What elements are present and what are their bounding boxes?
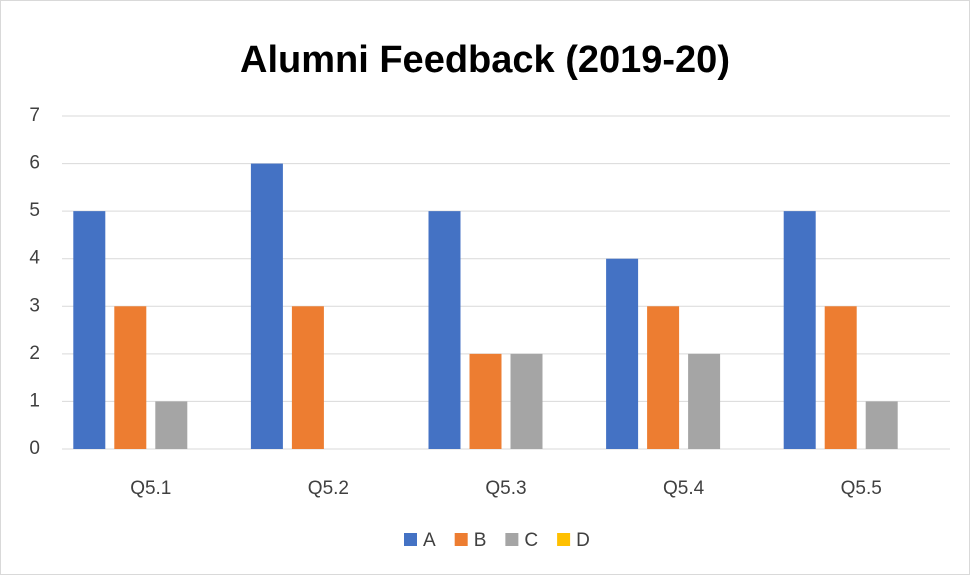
bar (428, 211, 461, 449)
x-tick-label: Q5.5 (841, 478, 882, 499)
y-tick-label: 3 (29, 295, 40, 316)
legend-swatch (505, 533, 519, 546)
legend-swatch (404, 533, 417, 546)
bar (824, 306, 857, 449)
bar (250, 163, 283, 450)
y-tick-label: 6 (29, 153, 40, 174)
legend-swatch (557, 533, 571, 546)
y-tick-label: 7 (29, 105, 40, 126)
y-tick-label: 0 (29, 438, 40, 459)
x-tick-label: Q5.1 (130, 478, 171, 499)
bar (114, 306, 147, 449)
bar (606, 258, 639, 449)
bar (688, 353, 721, 449)
x-tick-label: Q5.2 (308, 478, 349, 499)
x-tick-label: Q5.4 (663, 478, 705, 499)
legend-label: C (524, 530, 538, 551)
legend-swatch (454, 533, 468, 546)
legend-label: A (423, 530, 436, 551)
bar (155, 401, 188, 449)
bar (291, 306, 324, 449)
legend-label: D (576, 530, 590, 551)
y-tick-label: 5 (29, 200, 40, 221)
bar (73, 211, 106, 449)
bar (469, 353, 502, 449)
legend-label: B (474, 530, 487, 551)
y-tick-label: 1 (29, 390, 40, 411)
bar (783, 211, 816, 449)
y-tick-label: 4 (29, 248, 40, 269)
bar (510, 353, 543, 449)
bar (865, 401, 898, 449)
x-tick-label: Q5.3 (485, 478, 526, 499)
y-tick-label: 2 (29, 343, 40, 364)
chart-title: Alumni Feedback (2019-20) (240, 39, 730, 81)
bar (647, 306, 680, 449)
